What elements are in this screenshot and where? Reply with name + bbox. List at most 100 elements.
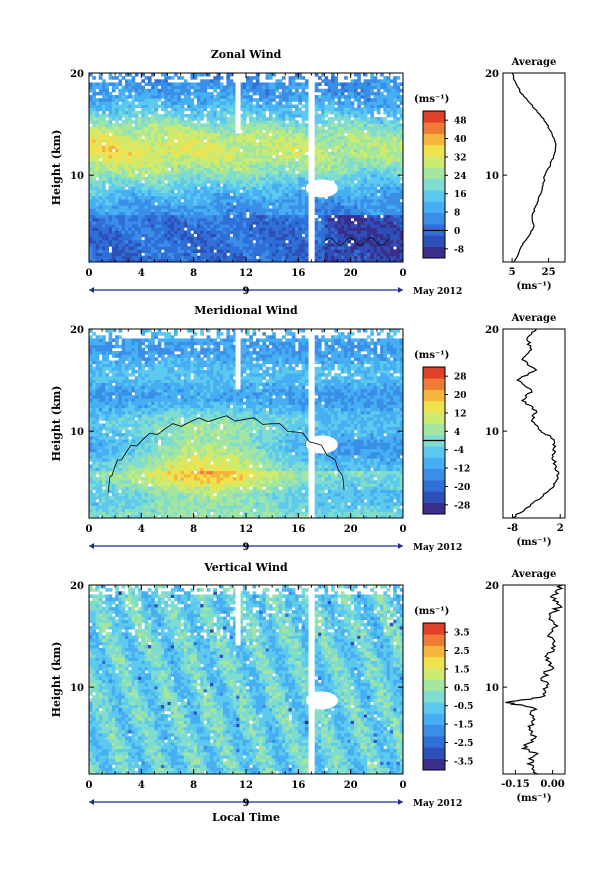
heatmap-cell <box>177 199 181 203</box>
heatmap-cell <box>92 158 96 162</box>
heatmap-cell <box>96 193 100 197</box>
heatmap-cell <box>275 202 279 206</box>
heatmap-cell <box>262 256 266 260</box>
heatmap-cell <box>102 82 106 86</box>
heatmap-cell <box>132 174 136 178</box>
heatmap-cell <box>181 142 185 146</box>
heatmap-cell <box>132 234 136 238</box>
heatmap-cell <box>190 186 194 190</box>
heatmap-cell <box>275 168 279 172</box>
heatmap-cell <box>171 120 175 124</box>
heatmap-cell <box>177 237 181 241</box>
heatmap-cell <box>272 253 276 257</box>
heatmap-cell <box>154 193 158 197</box>
heatmap-cell <box>289 95 293 99</box>
heatmap-cell <box>210 218 214 222</box>
heatmap-cell <box>194 227 198 231</box>
heatmap-cell <box>223 177 227 181</box>
heatmap-cell <box>89 224 93 228</box>
heatmap-cell <box>233 227 237 231</box>
heatmap-cell <box>141 142 145 146</box>
heatmap-cell <box>230 123 234 127</box>
heatmap-cell <box>89 177 93 181</box>
heatmap-cell <box>154 240 158 244</box>
heatmap-cell <box>177 158 181 162</box>
heatmap-cell <box>102 105 106 109</box>
heatmap-cell <box>253 205 257 209</box>
heatmap-cell <box>112 89 116 93</box>
heatmap-cell <box>269 177 273 181</box>
heatmap-cell <box>279 202 283 206</box>
heatmap-cell <box>135 249 139 253</box>
heatmap-cell <box>177 171 181 175</box>
heatmap-cell <box>243 82 247 86</box>
heatmap-cell <box>266 193 270 197</box>
heatmap-cell <box>259 240 263 244</box>
heatmap-cell <box>190 190 194 194</box>
heatmap-cell <box>115 174 119 178</box>
heatmap-cell <box>168 171 172 175</box>
heatmap-cell <box>187 142 191 146</box>
heatmap-cell <box>168 205 172 209</box>
heatmap-cell <box>109 105 113 109</box>
heatmap-cell <box>115 120 119 124</box>
heatmap-cell <box>275 130 279 134</box>
heatmap-cell <box>226 227 230 231</box>
heatmap-cell <box>269 221 273 225</box>
heatmap-cell <box>89 111 93 115</box>
heatmap-cell <box>99 231 103 235</box>
heatmap-cell <box>220 193 224 197</box>
heatmap-cell <box>285 246 289 250</box>
heatmap-cell <box>253 256 257 260</box>
heatmap-cell <box>203 256 207 260</box>
heatmap-cell <box>122 86 126 90</box>
heatmap-cell <box>226 212 230 216</box>
heatmap-cell <box>168 142 172 146</box>
heatmap-cell <box>161 145 165 149</box>
heatmap-cell <box>118 168 122 172</box>
heatmap-cell <box>272 224 276 228</box>
heatmap-cell <box>125 114 129 118</box>
heatmap-cell <box>115 164 119 168</box>
heatmap-cell <box>161 246 165 250</box>
heatmap-cell <box>282 221 286 225</box>
heatmap-cell <box>236 171 240 175</box>
heatmap-cell <box>200 193 204 197</box>
heatmap-cell <box>266 240 270 244</box>
heatmap-cell <box>109 177 113 181</box>
heatmap-cell <box>279 253 283 257</box>
heatmap-cell <box>190 253 194 257</box>
heatmap-cell <box>174 101 178 105</box>
heatmap-cell <box>217 253 221 257</box>
heatmap-cell <box>282 164 286 168</box>
heatmap-cell <box>109 205 113 209</box>
heatmap-cell <box>105 114 109 118</box>
heatmap-cell <box>217 177 221 181</box>
heatmap-cell <box>285 174 289 178</box>
heatmap-cell <box>174 108 178 112</box>
heatmap-cell <box>200 215 204 219</box>
heatmap-cell <box>177 180 181 184</box>
heatmap-cell <box>220 234 224 238</box>
heatmap-cell <box>282 227 286 231</box>
heatmap-cell <box>145 256 149 260</box>
heatmap-cell <box>226 240 230 244</box>
heatmap-cell <box>236 205 240 209</box>
heatmap-cell <box>200 127 204 131</box>
heatmap-cell <box>197 218 201 222</box>
heatmap-cell <box>272 218 276 222</box>
heatmap-cell <box>217 249 221 253</box>
heatmap-cell <box>210 240 214 244</box>
heatmap-cell <box>154 155 158 159</box>
heatmap-cell <box>138 215 142 219</box>
heatmap-cell <box>177 108 181 112</box>
heatmap-cell <box>102 237 106 241</box>
heatmap-cell <box>203 218 207 222</box>
heatmap-cell <box>164 155 168 159</box>
heatmap-cell <box>243 221 247 225</box>
heatmap-cell <box>154 243 158 247</box>
heatmap-cell <box>135 73 139 77</box>
heatmap-cell <box>118 193 122 197</box>
heatmap-cell <box>256 177 260 181</box>
heatmap-cell <box>187 234 191 238</box>
